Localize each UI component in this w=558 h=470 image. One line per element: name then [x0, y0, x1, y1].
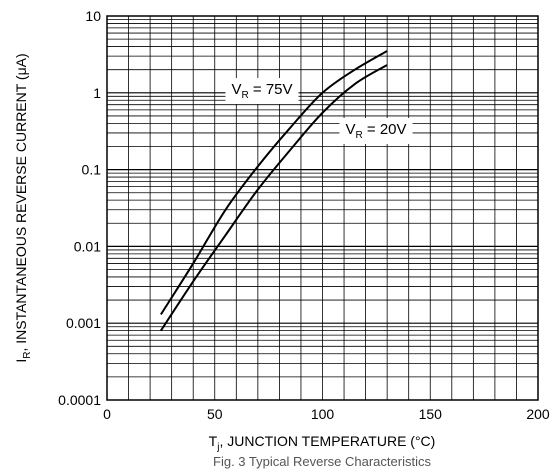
x-axis-label-post: , JUNCTION TEMPERATURE (°C) [219, 433, 435, 449]
series-label-group-75v: VR = 75V [225, 78, 299, 104]
series-label-75v-post: = 75V [249, 81, 293, 98]
series-label-group-20v: VR = 20V [339, 118, 413, 144]
series-label-20v-post: = 20V [363, 121, 407, 138]
x-tick-label: 200 [526, 406, 550, 422]
series-label-bg-20v [339, 118, 413, 144]
y-tick-labels: 0.0001 0.001 0.01 0.1 1 10 [58, 8, 101, 408]
x-tick-label: 150 [419, 406, 443, 422]
grid [107, 16, 538, 400]
y-tick-label: 0.0001 [58, 392, 101, 408]
series-label-20v-pre: V [345, 121, 355, 138]
y-axis-label-post: , INSTANTANEOUS REVERSE CURRENT (μA) [13, 53, 29, 351]
series-lines [160, 50, 388, 332]
series-label-20v-sub: R [355, 130, 362, 141]
y-tick-label: 10 [85, 8, 101, 24]
x-axis-label: Tj, JUNCTION TEMPERATURE (°C) [209, 433, 436, 453]
y-tick-label: 0.1 [82, 162, 102, 178]
x-tick-label: 0 [103, 406, 111, 422]
plot-frame [106, 15, 539, 401]
x-axis-label-sub: j [216, 442, 219, 453]
x-tick-label: 100 [311, 406, 335, 422]
series-line-1 [160, 64, 388, 332]
series-label-75v-pre: V [231, 81, 241, 98]
y-axis-label: IR, INSTANTANEOUS REVERSE CURRENT (μA) [13, 53, 33, 362]
series-label-75v: VR = 75V [231, 81, 292, 101]
series-line-0 [160, 50, 388, 315]
x-tick-label: 50 [207, 406, 223, 422]
figure-caption: Fig. 3 Typical Reverse Characteristics [213, 454, 431, 469]
y-axis-label-sub: R [22, 352, 33, 359]
series-label-75v-sub: R [241, 90, 248, 101]
x-tick-labels: 0 50 100 150 200 [103, 406, 550, 422]
x-axis-label-pre: T [209, 433, 218, 449]
y-tick-label: 1 [93, 85, 101, 101]
y-axis-label-pre: I [13, 359, 29, 363]
y-tick-label: 0.01 [74, 238, 101, 254]
series-label-20v: VR = 20V [345, 121, 406, 141]
y-tick-label: 0.001 [66, 315, 101, 331]
series-label-bg-75v [225, 78, 299, 104]
